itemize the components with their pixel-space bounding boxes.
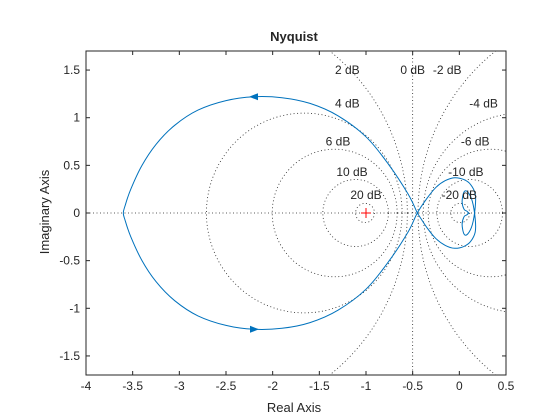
mcircle-10db <box>322 179 389 247</box>
nyquist-curve-layer <box>122 93 477 333</box>
mcircle-6db <box>271 148 398 278</box>
mcircle--2db <box>417 51 497 375</box>
x-tick-label: 0.5 <box>498 379 515 393</box>
y-tick-label: 0 <box>73 206 80 220</box>
y-tick-label: -0.5 <box>59 254 80 268</box>
x-tick-label: 0 <box>456 379 463 393</box>
y-tick-label: -1.5 <box>59 349 80 363</box>
tick-layer: -4 -3.5 -3 -2.5 -2 -1.5 -1 -0.5 0 0.5 -1.5 -1 -0.5 0 0… <box>59 51 515 393</box>
mcircle-20db <box>355 202 375 224</box>
x-tick-label: -4 <box>81 379 92 393</box>
mcircle-2db <box>328 51 408 375</box>
y-tick-label: -1 <box>69 301 80 315</box>
y-tick-label: 0.5 <box>63 158 80 172</box>
y-axis-label: Imaginary Axis <box>37 169 52 254</box>
db-label: 2 dB <box>335 63 360 77</box>
nyquist-curve <box>122 96 477 330</box>
mcircle--20db <box>450 202 471 224</box>
direction-arrow <box>250 325 259 333</box>
db-label: -10 dB <box>448 165 483 179</box>
db-label: 20 dB <box>350 188 381 202</box>
x-axis-label: Real Axis <box>267 400 322 415</box>
db-label: -20 dB <box>442 188 477 202</box>
y-tick-label: 1 <box>73 111 80 125</box>
db-labels-layer: 2 dB 0 dB -2 dB 4 dB -4 dB 6 dB -6 dB 10 dB -10 … <box>326 63 498 202</box>
y-tick-label: 1.5 <box>63 63 80 77</box>
mcircle-grid <box>86 51 506 375</box>
x-tick-label: -2 <box>267 379 278 393</box>
mcircle-4db <box>206 112 403 314</box>
mcircle--6db <box>427 148 506 278</box>
db-label: 10 dB <box>336 165 367 179</box>
x-tick-label: -3.5 <box>122 379 143 393</box>
db-label: -4 dB <box>469 96 498 110</box>
db-label: -2 dB <box>433 63 462 77</box>
direction-arrow <box>249 93 258 101</box>
x-tick-label: -1.5 <box>309 379 330 393</box>
x-tick-label: -3 <box>174 379 185 393</box>
db-label: 6 dB <box>326 135 351 149</box>
db-label: 4 dB <box>335 96 360 110</box>
x-tick-label: -0.5 <box>402 379 423 393</box>
x-tick-label: -1 <box>361 379 372 393</box>
db-label: -6 dB <box>461 135 490 149</box>
x-tick-label: -2.5 <box>216 379 237 393</box>
chart-title: Nyquist <box>270 29 318 44</box>
db-label: 0 dB <box>400 63 425 77</box>
